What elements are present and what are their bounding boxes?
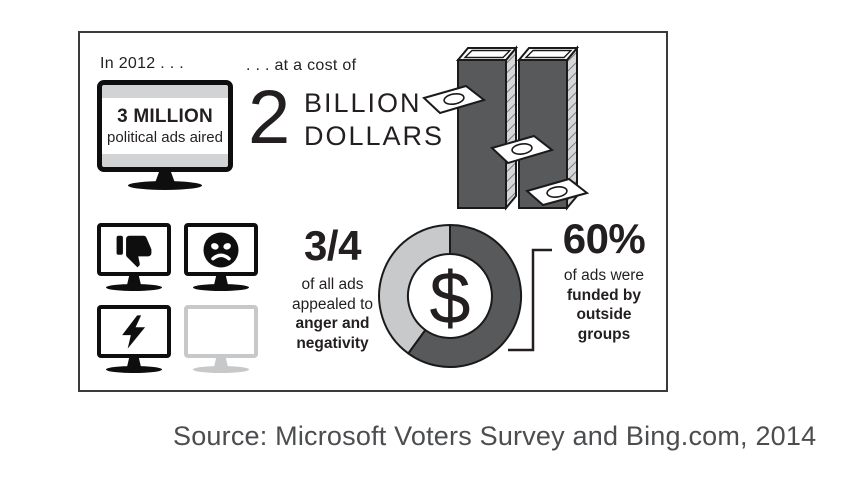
cost-number: 2	[248, 75, 291, 160]
donut-segment-outside-groups-60	[407, 224, 523, 368]
tv-stand-neck	[155, 172, 175, 183]
cost-unit: BILLION DOLLARS	[304, 87, 444, 153]
tv-stand-base	[193, 366, 249, 373]
donut-chart: $	[378, 224, 523, 368]
tv-thumbs-down	[97, 223, 171, 276]
funding-line-4: groups	[577, 325, 631, 343]
thumbs-down-icon	[116, 235, 152, 267]
funding-line-2: funded by	[566, 286, 642, 304]
tv-3-million: 3 MILLION political ads aired	[97, 80, 233, 172]
tv-stat-headline: 3 MILLION	[117, 106, 213, 127]
funding-line-1: of ads were	[563, 267, 645, 284]
dollar-bill-icon	[422, 84, 487, 115]
funding-stat: 60% of ads were funded by outside groups	[545, 218, 663, 344]
tv-screen-card: 3 MILLION political ads aired	[102, 98, 228, 154]
intro-label: In 2012 . . .	[100, 55, 184, 72]
tv-stand-neck	[214, 358, 228, 367]
dollar-bill-icon	[524, 177, 590, 207]
money-stacks-illustration	[422, 45, 590, 211]
tv-stand-neck	[127, 276, 141, 285]
money-stack-1	[455, 45, 519, 211]
negativity-line-3: anger and	[295, 315, 370, 332]
negativity-line-1: of all ads	[301, 276, 364, 293]
tv-angry-face	[184, 223, 258, 276]
tv-empty	[184, 305, 258, 358]
tv-lightning	[97, 305, 171, 358]
percent-value: 60%	[562, 215, 646, 262]
dollar-sign-icon: $	[429, 257, 470, 340]
lightning-bolt-icon	[122, 314, 146, 349]
tv-stand-base	[193, 284, 249, 291]
fraction-value: 3/4	[304, 222, 361, 269]
angry-face-icon	[203, 232, 239, 267]
tv-stat-caption: political ads aired	[107, 129, 223, 146]
tv-stand-base	[106, 284, 162, 291]
cost-unit-line2: DOLLARS	[304, 121, 445, 151]
cost-unit-line1: BILLION	[304, 88, 422, 118]
negativity-line-4: negativity	[296, 334, 369, 352]
dollar-bill-icon	[490, 134, 555, 165]
funding-line-3: outside	[576, 306, 632, 323]
tv-stand-base	[106, 366, 162, 373]
cost-label: . . . at a cost of	[246, 57, 357, 74]
tv-stand-neck	[127, 358, 141, 367]
negativity-stat: 3/4 of all ads appealed to anger and neg…	[270, 225, 395, 353]
negativity-line-2: appealed to	[291, 295, 374, 313]
tv-stand-base	[128, 181, 202, 190]
tv-stand-neck	[214, 276, 228, 285]
bracket-connector	[508, 248, 552, 352]
donut-segment-other-40	[378, 224, 451, 355]
source-caption: Source: Microsoft Voters Survey and Bing…	[173, 421, 817, 451]
